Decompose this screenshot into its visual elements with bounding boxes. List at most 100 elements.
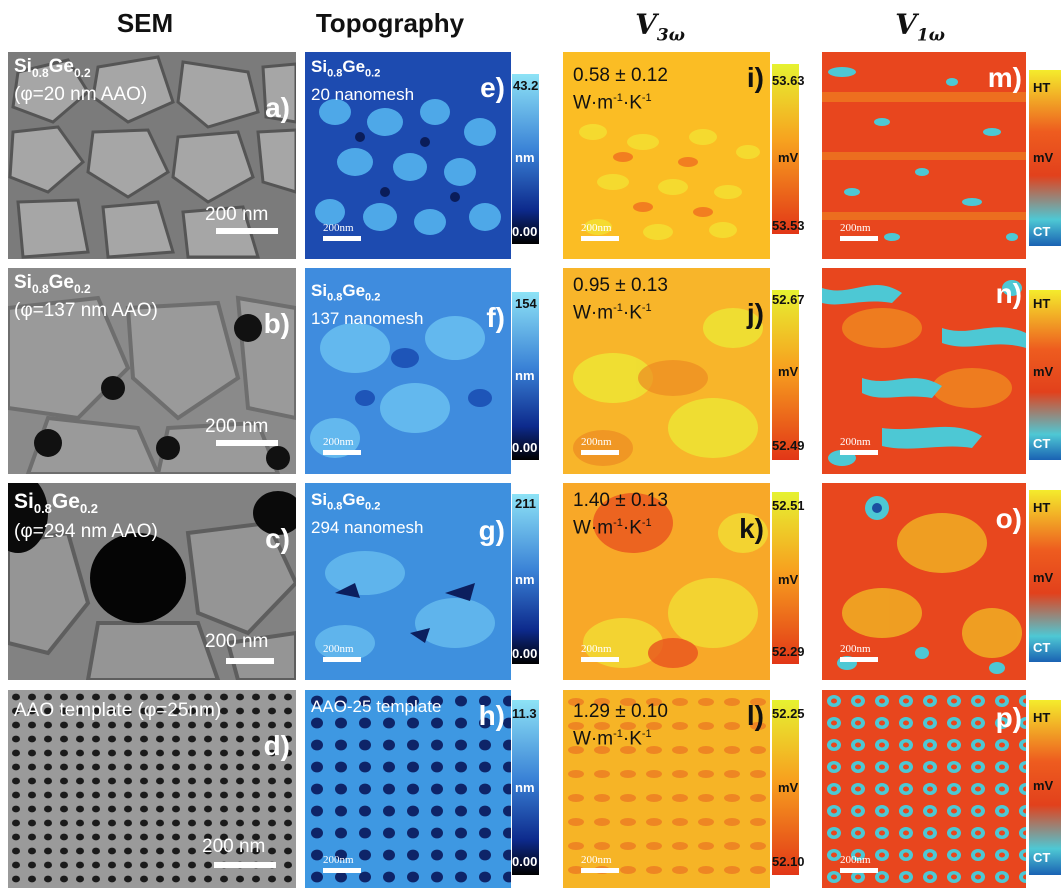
topo-colorbar-g	[512, 494, 539, 664]
topo-texture	[305, 52, 511, 259]
v1-colorbar-p	[1029, 700, 1061, 875]
topo-panel-f: Si0.8Ge0.2 137 nanomesh f) 200nm	[305, 268, 511, 474]
v3-colorbar-k	[772, 492, 799, 664]
sem-panel-a: Si0.8Ge0.2 (φ=20 nm AAO) a) 200 nm	[8, 52, 296, 259]
scale-label-l: 200nm	[581, 854, 612, 866]
scale-label-e: 200nm	[323, 222, 354, 234]
topo-texture	[305, 483, 511, 680]
panel-label-l: l)	[746, 700, 764, 731]
sem-caption-b: Si0.8Ge0.2 (φ=137 nm AAO)	[14, 272, 158, 321]
v1-colorbar-m	[1029, 70, 1061, 246]
scale-label-a: 200 nm	[205, 204, 269, 225]
panel-label-i: i)	[746, 62, 764, 93]
topo-caption-g: Si0.8Ge0.2 294 nanomesh	[311, 490, 424, 538]
panel-label-h: h)	[478, 700, 505, 731]
scale-label-i: 200nm	[581, 222, 612, 234]
panel-label-n: n)	[995, 278, 1022, 309]
topo-panel-e: Si0.8Ge0.2 20 nanomesh e) 200nm	[305, 52, 511, 259]
v1-texture	[822, 268, 1026, 474]
v1-panel-n: n) 200nm	[822, 268, 1026, 474]
header-topography: Topography	[315, 8, 465, 38]
cb-mid-n: mV	[1033, 364, 1054, 379]
cb-max-k: 52.51	[772, 498, 805, 513]
v3-panel-i: 0.58 ± 0.12 W·m-1·K-1 i) 200nm	[563, 52, 770, 259]
scale-bar-g	[323, 657, 361, 662]
cb-unit-e: nm	[515, 150, 535, 165]
cb-min-l: 52.10	[772, 854, 805, 869]
topo-pore-pattern	[305, 690, 511, 888]
sem-texture	[8, 483, 296, 680]
cb-min-h: 0.00	[512, 854, 538, 869]
scale-bar-n	[840, 450, 878, 455]
v3-texture	[563, 268, 770, 474]
topo-texture	[305, 268, 511, 474]
cb-top-m: HT	[1033, 80, 1051, 95]
panel-label-p: p)	[995, 702, 1022, 733]
v1-colorbar-n	[1029, 290, 1061, 460]
scale-label-p: 200nm	[840, 854, 871, 866]
sem-panel-c: Si0.8Ge0.2 (φ=294 nm AAO) c) 200 nm	[8, 483, 296, 680]
cb-max-j: 52.67	[772, 292, 805, 307]
topo-colorbar-e	[512, 74, 539, 244]
cb-top-o: HT	[1033, 500, 1051, 515]
cb-max-h: 11.3	[512, 706, 537, 721]
topo-panel-h: AAO-25 template h) 200nm	[305, 690, 511, 888]
cb-unit-k: mV	[778, 572, 799, 587]
scale-bar-c	[226, 658, 274, 664]
v1-panel-m: m) 200nm	[822, 52, 1026, 259]
v1-texture	[822, 483, 1026, 680]
panel-label-d: d)	[263, 730, 290, 761]
v1-panel-o: o) 200nm	[822, 483, 1026, 680]
sem-caption-a: Si0.8Ge0.2 (φ=20 nm AAO)	[14, 56, 148, 105]
scale-label-k: 200nm	[581, 643, 612, 655]
cb-unit-f: nm	[515, 368, 535, 383]
scale-label-h: 200nm	[323, 854, 354, 866]
v3-texture	[563, 483, 770, 680]
cb-unit-j: mV	[778, 364, 799, 379]
cb-bot-o: CT	[1033, 640, 1051, 655]
panel-label-b: b)	[263, 308, 290, 339]
v3-caption-l: 1.29 ± 0.10 W·m-1·K-1	[573, 701, 668, 750]
v1-texture	[822, 52, 1026, 259]
cb-bot-p: CT	[1033, 850, 1051, 865]
panel-label-f: f)	[486, 302, 505, 333]
v3-panel-l: 1.29 ± 0.10 W·m-1·K-1 l) 200nm	[563, 690, 770, 888]
scale-bar-a	[216, 228, 278, 234]
scale-bar-k	[581, 657, 619, 662]
cb-unit-g: nm	[515, 572, 535, 587]
v3-colorbar-l	[772, 700, 799, 875]
header-sem: SEM	[116, 8, 174, 38]
cb-top-n: HT	[1033, 296, 1051, 311]
panel-label-o: o)	[995, 503, 1022, 534]
scale-bar-m	[840, 236, 878, 241]
cb-max-g: 211	[515, 496, 536, 511]
topo-caption-e: Si0.8Ge0.2 20 nanomesh	[311, 57, 415, 105]
cb-min-i: 53.53	[772, 218, 805, 233]
v1-colorbar-o	[1029, 490, 1061, 662]
cb-mid-p: mV	[1033, 778, 1054, 793]
scale-label-g: 200nm	[323, 643, 354, 655]
cb-max-f: 154	[515, 296, 537, 311]
sem-texture	[8, 268, 296, 474]
cb-mid-o: mV	[1033, 570, 1054, 585]
cb-unit-h: nm	[515, 780, 535, 795]
panel-label-m: m)	[987, 62, 1022, 93]
v3-caption-k: 1.40 ± 0.13 W·m-1·K-1	[573, 490, 668, 539]
cb-max-e: 43.2	[513, 78, 539, 93]
sem-pore-pattern	[8, 690, 296, 888]
topo-caption-f: Si0.8Ge0.2 137 nanomesh	[311, 281, 424, 329]
topo-colorbar-h	[512, 700, 539, 875]
panel-label-k: k)	[739, 513, 764, 544]
topo-caption-h: AAO-25 template	[311, 697, 442, 716]
sem-caption-d: AAO template (φ=25nm)	[14, 700, 222, 721]
v3-panel-k: 1.40 ± 0.13 W·m-1·K-1 k) 200nm	[563, 483, 770, 680]
scale-label-m: 200nm	[840, 222, 871, 234]
header-v3omega: V3ω	[635, 8, 685, 46]
panel-label-g: g)	[478, 515, 505, 546]
scale-bar-b	[216, 440, 278, 446]
cb-min-f: 0.00	[512, 440, 538, 455]
panel-label-e: e)	[480, 72, 505, 103]
scale-bar-h	[323, 868, 361, 873]
cb-min-g: 0.00	[512, 646, 538, 661]
scale-label-j: 200nm	[581, 436, 612, 448]
